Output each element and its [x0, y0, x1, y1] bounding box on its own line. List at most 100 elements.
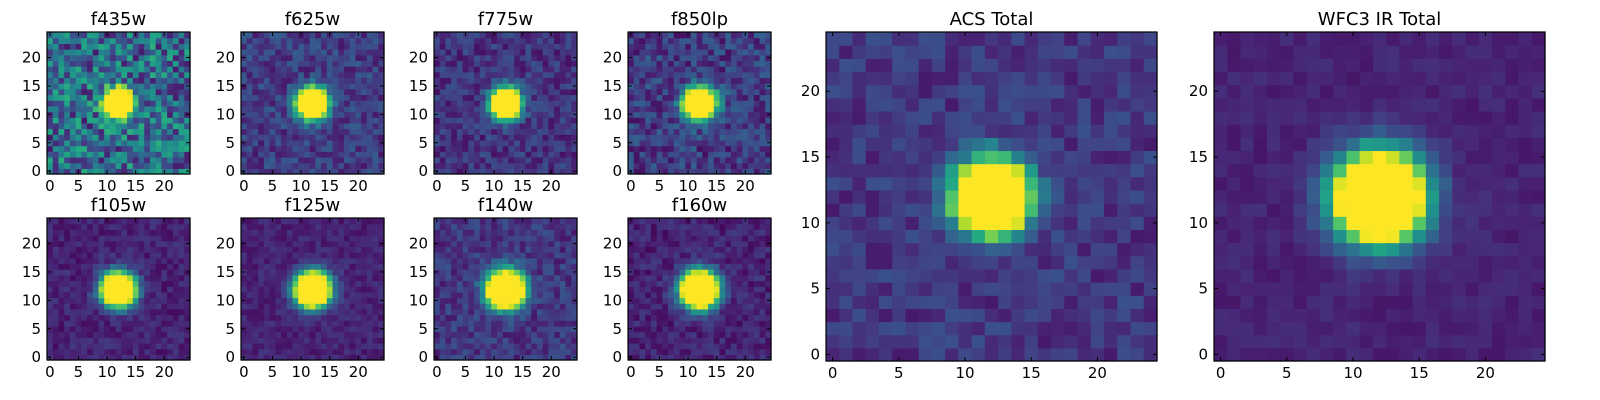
- heatmap-cell: [69, 145, 77, 152]
- heatmap-cell: [502, 128, 509, 135]
- heatmap-cell: [696, 71, 703, 79]
- heatmap-cell: [491, 156, 498, 164]
- heatmap-cell: [719, 32, 726, 39]
- heatmap-cell: [149, 303, 157, 310]
- heatmap-cell: [514, 94, 521, 101]
- heatmap-cell: [332, 37, 339, 44]
- heatmap-cell: [372, 71, 379, 79]
- heatmap-cell: [155, 303, 162, 310]
- heatmap-cell: [633, 269, 641, 276]
- heatmap-cell: [81, 348, 88, 355]
- heatmap-cell: [326, 240, 334, 247]
- heatmap-cell: [474, 162, 481, 169]
- heatmap-cell: [628, 105, 635, 113]
- heatmap-cell: [47, 320, 54, 327]
- heatmap-cell: [246, 162, 254, 169]
- heatmap-cell: [645, 66, 652, 73]
- heatmap-cell: [149, 308, 157, 316]
- heatmap-cell: [525, 342, 532, 350]
- heatmap-cell: [554, 354, 561, 361]
- heatmap-cell: [662, 331, 669, 338]
- heatmap-cell: [639, 54, 646, 61]
- heatmap-cell: [98, 100, 105, 107]
- heatmap-cell: [155, 122, 162, 130]
- heatmap-cell: [115, 354, 122, 361]
- heatmap-cell: [332, 151, 339, 158]
- heatmap-cell: [167, 320, 174, 327]
- heatmap-cell: [144, 269, 151, 276]
- heatmap-cell: [121, 297, 128, 304]
- heatmap-cell: [468, 252, 475, 259]
- heatmap-cell: [571, 49, 578, 56]
- heatmap-cell: [263, 337, 271, 344]
- heatmap-cell: [559, 297, 567, 304]
- heatmap-cell: [462, 280, 469, 287]
- heatmap-cell: [246, 105, 254, 113]
- heatmap-cell: [263, 162, 271, 169]
- heatmap-cell: [496, 139, 504, 147]
- heatmap-cell: [702, 139, 709, 147]
- heatmap-cell: [645, 37, 652, 44]
- heatmap-cell: [292, 151, 299, 158]
- heatmap-cell: [536, 314, 544, 321]
- heatmap-cell: [445, 257, 452, 265]
- heatmap-cell: [81, 229, 88, 236]
- heatmap-cell: [269, 111, 276, 118]
- heatmap-cell: [462, 54, 469, 61]
- heatmap-cell: [315, 314, 322, 321]
- heatmap-cell: [315, 274, 322, 282]
- heatmap-cell: [679, 308, 686, 316]
- heatmap-cell: [730, 88, 738, 96]
- heatmap-cell: [531, 134, 538, 141]
- heatmap-cell: [479, 257, 487, 265]
- heatmap-cell: [679, 88, 686, 96]
- heatmap-cell: [258, 117, 265, 124]
- heatmap-cell: [462, 105, 469, 113]
- heatmap-cell: [281, 240, 288, 247]
- heatmap-cell: [286, 100, 294, 107]
- heatmap-cell: [439, 145, 447, 152]
- heatmap-cell: [536, 83, 544, 90]
- heatmap-cell: [292, 156, 299, 164]
- heatmap-cell: [326, 128, 334, 135]
- heatmap-cell: [338, 168, 345, 175]
- heatmap-cell: [275, 145, 282, 152]
- heatmap-cell: [662, 105, 669, 113]
- heatmap-cell: [121, 252, 128, 259]
- heatmap-cell: [633, 151, 641, 158]
- heatmap-cell: [690, 320, 698, 327]
- heatmap-cell: [730, 83, 738, 90]
- heatmap-cell: [656, 291, 663, 299]
- heatmap-cell: [115, 263, 122, 270]
- heatmap-cell: [434, 37, 441, 44]
- heatmap-cell: [109, 32, 117, 39]
- heatmap-cell: [52, 263, 60, 270]
- heatmap-cell: [531, 162, 538, 169]
- heatmap-cell: [753, 308, 761, 316]
- heatmap-cell: [645, 286, 652, 293]
- heatmap-cell: [633, 100, 641, 107]
- heatmap-cell: [696, 274, 703, 282]
- heatmap-cell: [258, 134, 265, 141]
- heatmap-cell: [47, 291, 54, 299]
- heatmap-cell: [161, 274, 168, 282]
- heatmap-cell: [702, 354, 709, 361]
- heatmap-cell: [52, 342, 60, 350]
- heatmap-cell: [519, 117, 527, 124]
- heatmap-cell: [303, 286, 311, 293]
- heatmap-cell: [673, 122, 681, 130]
- heatmap-cell: [468, 342, 475, 350]
- heatmap-cell: [286, 105, 294, 113]
- heatmap-cell: [479, 94, 487, 101]
- heatmap-cell: [730, 43, 738, 50]
- heatmap-cell: [468, 331, 475, 338]
- heatmap-cell: [753, 320, 761, 327]
- heatmap-cell: [491, 162, 498, 169]
- heatmap-cell: [548, 246, 555, 253]
- heatmap-cell: [52, 32, 60, 39]
- heatmap-cell: [366, 291, 374, 299]
- heatmap-cell: [519, 88, 527, 96]
- heatmap-cell: [115, 83, 122, 90]
- heatmap-cell: [104, 342, 111, 350]
- heatmap-cell: [355, 145, 362, 152]
